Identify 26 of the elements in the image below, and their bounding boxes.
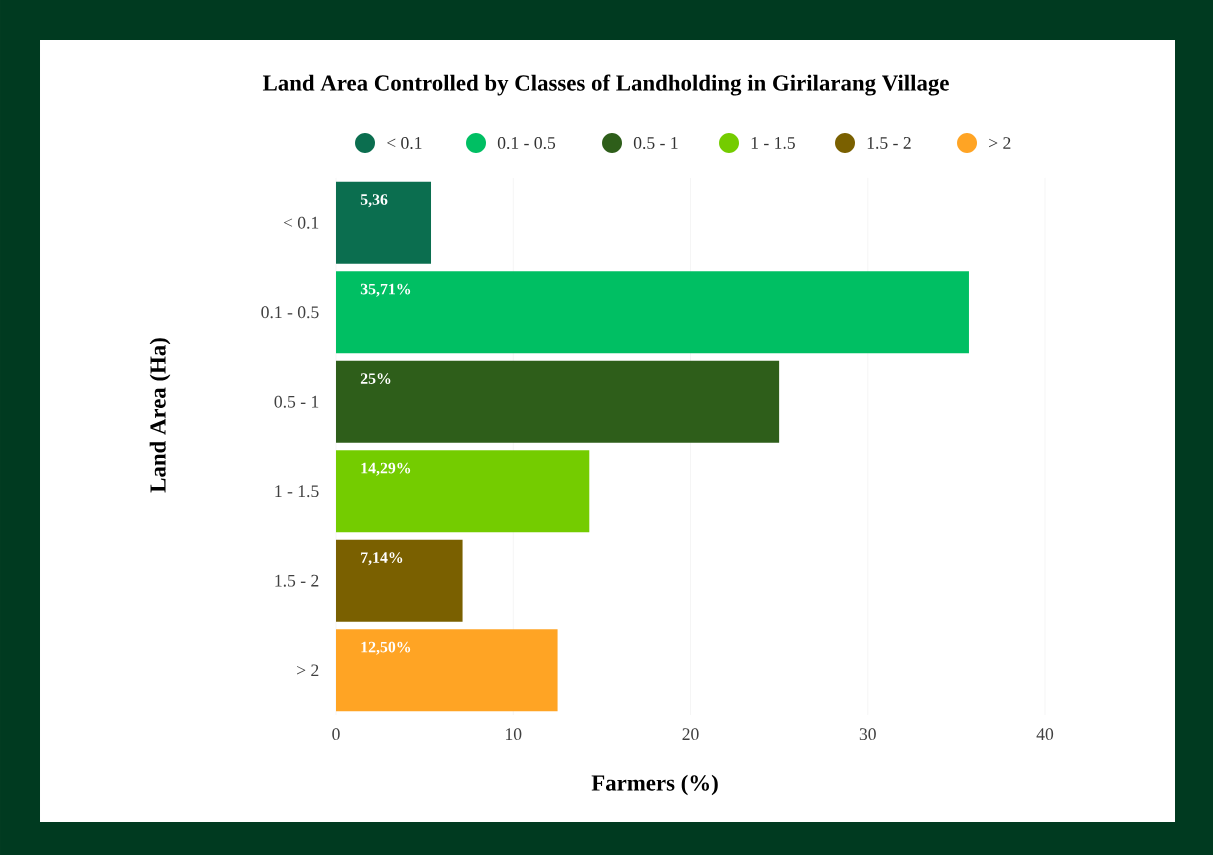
y-tick-label: 1.5 - 2 <box>275 574 319 587</box>
data-label: 5,36 <box>360 194 388 208</box>
y-tick-label: > 2 <box>297 664 319 677</box>
legend-label: 1.5 - 2 <box>867 137 911 149</box>
y-axis-title: Land Area (Ha) <box>149 338 171 493</box>
legend-label: < 0.1 <box>387 137 422 149</box>
x-tick-label: 30 <box>859 728 876 741</box>
x-tick-label: 10 <box>506 728 522 741</box>
legend-label: 0.5 - 1 <box>633 137 678 149</box>
legend-label: > 2 <box>989 137 1011 149</box>
chart-title: Land Area Controlled by Classes of Landholding in Girilarang Village <box>262 74 949 96</box>
legend-label: 1 - 1.5 <box>751 137 795 149</box>
y-tick-label: 1 - 1.5 <box>275 485 319 498</box>
x-axis-title: Farmers (%) <box>591 774 718 796</box>
x-tick-label: 40 <box>1036 728 1054 741</box>
y-tick-label: 0.5 - 1 <box>274 395 319 408</box>
x-tick-label: 0 <box>332 728 340 741</box>
data-label: 7,14% <box>361 552 403 566</box>
data-label: 12,50% <box>361 641 411 655</box>
y-tick-label: 0.1 - 0.5 <box>261 306 319 319</box>
data-label: 35,71% <box>360 283 411 297</box>
data-label: 14,29% <box>361 462 411 476</box>
data-label: 25% <box>360 373 391 384</box>
x-tick-label: 20 <box>682 728 699 741</box>
y-tick-label: < 0.1 <box>283 216 319 229</box>
legend-label: 0.1 - 0.5 <box>497 137 556 149</box>
